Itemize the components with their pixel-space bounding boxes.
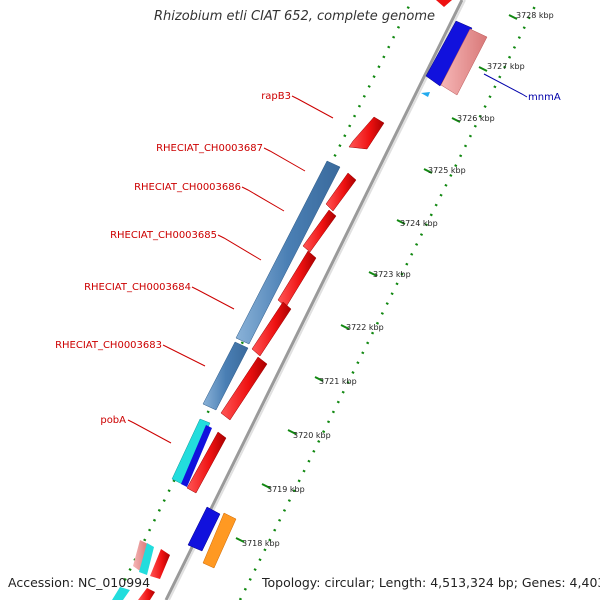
kbp-tick-3723: [368, 271, 378, 277]
kbp-label-3728: 3728 kbp: [516, 11, 554, 20]
kbp-tick-marks: [235, 14, 518, 543]
kbp-label-3727: 3727 kbp: [487, 62, 525, 71]
lower-blue-gene[interactable]: [187, 506, 221, 552]
gene-RHECIAT_CH0003684-arrow[interactable]: [251, 301, 292, 357]
kbp-label-3720: 3720 kbp: [293, 431, 331, 440]
genome-backbone: [164, 0, 464, 600]
gene-rapB3-arrow[interactable]: [348, 116, 385, 150]
kbp-label-3722: 3722 kbp: [346, 323, 384, 332]
pobA-blue-feature: [181, 425, 212, 487]
top-red-gene: [436, 0, 452, 7]
bottom-cyan-gene-2: [112, 587, 130, 600]
leader-mnmA: [483, 73, 528, 98]
leader-RHECIAT_CH0003686: [241, 186, 285, 212]
leader-RHECIAT_CH0003683: [162, 344, 206, 367]
outer-tick-ring: [113, 0, 414, 600]
bottom-red-gene-2: [138, 588, 155, 600]
gene-mnmA-block[interactable]: [440, 28, 488, 96]
kbp-label-group: 3728 kbp 3727 kbp 3726 kbp 3725 kbp 3724…: [242, 11, 554, 548]
kbp-tick-3725: [423, 168, 433, 174]
gene-RHECIAT_CH0003686-arrow[interactable]: [302, 209, 337, 253]
gene-leader-lines: [127, 95, 334, 444]
inner-tick-ring: [238, 0, 540, 600]
kbp-tick-3726: [451, 117, 461, 123]
kbp-tick-3719: [261, 483, 271, 489]
gene-label-RHECIAT_CH0003687[interactable]: RHECIAT_CH0003687: [156, 143, 263, 154]
gene-label-mnmA[interactable]: mnmA: [528, 92, 561, 103]
leader-RHECIAT_CH0003687: [263, 147, 306, 172]
kbp-tick-3724: [396, 219, 406, 225]
kbp-label-3721: 3721 kbp: [319, 377, 357, 386]
bottom-red-gene[interactable]: [150, 549, 170, 579]
genome-backbone-shadow: [168, 0, 466, 600]
kbp-label-3725: 3725 kbp: [428, 166, 466, 175]
leader-RHECIAT_CH0003684: [191, 286, 235, 310]
gene-label-group: rapB3 RHECIAT_CH0003687 RHECIAT_CH000368…: [55, 91, 291, 426]
kbp-tick-3728: [508, 14, 518, 20]
blue-feature-upper: [235, 160, 341, 345]
gene-label-RHECIAT_CH0003685[interactable]: RHECIAT_CH0003685: [110, 230, 217, 241]
leader-pobA: [127, 419, 172, 444]
lower-orange-gene[interactable]: [202, 512, 237, 569]
kbp-label-3724: 3724 kbp: [400, 219, 438, 228]
top-blue-gene[interactable]: [425, 20, 473, 87]
kbp-label-3726: 3726 kbp: [457, 114, 495, 123]
gene-label-RHECIAT_CH0003684[interactable]: RHECIAT_CH0003684: [84, 282, 191, 293]
kbp-tick-3721: [314, 376, 324, 382]
gene-RHECIAT_CH0003683-arrow[interactable]: [220, 356, 268, 421]
kbp-tick-3722: [340, 324, 350, 330]
gene-RHECIAT_CH0003687-arrow[interactable]: [325, 172, 357, 212]
mnmA-marker: [421, 92, 430, 97]
blue-feature-lower: [202, 341, 249, 411]
gene-label-rapB3[interactable]: rapB3: [261, 91, 291, 102]
gene-label-pobA[interactable]: pobA: [100, 415, 126, 426]
genome-summary-text: Topology: circular; Length: 4,513,324 bp…: [262, 575, 600, 590]
map-title: Rhizobium etli CIAT 652, complete genome: [152, 9, 437, 24]
gene-pobA-arrow[interactable]: [186, 431, 227, 494]
kbp-label-3723: 3723 kbp: [373, 270, 411, 279]
gene-label-RHECIAT_CH0003683[interactable]: RHECIAT_CH0003683: [55, 340, 162, 351]
kbp-label-3719: 3719 kbp: [267, 485, 305, 494]
bottom-cyan-gene[interactable]: [139, 543, 154, 575]
kbp-tick-3720: [287, 429, 297, 435]
kbp-label-3718: 3718 kbp: [242, 539, 280, 548]
pobA-cyan-feature: [171, 418, 211, 485]
accession-text: Accession: NC_010994: [8, 575, 151, 590]
gene-label-RHECIAT_CH0003686[interactable]: RHECIAT_CH0003686: [134, 182, 241, 193]
bottom-pink-gene[interactable]: [133, 540, 148, 571]
kbp-tick-3727: [478, 66, 488, 72]
leader-RHECIAT_CH0003685: [217, 234, 262, 261]
leader-rapB3: [291, 95, 334, 119]
kbp-tick-3718: [235, 537, 245, 543]
